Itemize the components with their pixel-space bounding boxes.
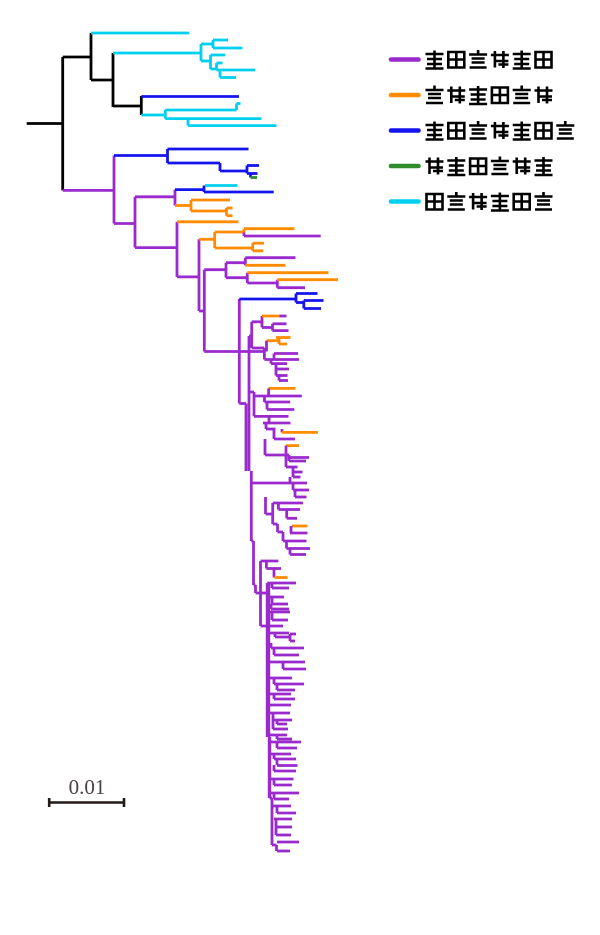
- svg-text:0.01: 0.01: [69, 775, 106, 799]
